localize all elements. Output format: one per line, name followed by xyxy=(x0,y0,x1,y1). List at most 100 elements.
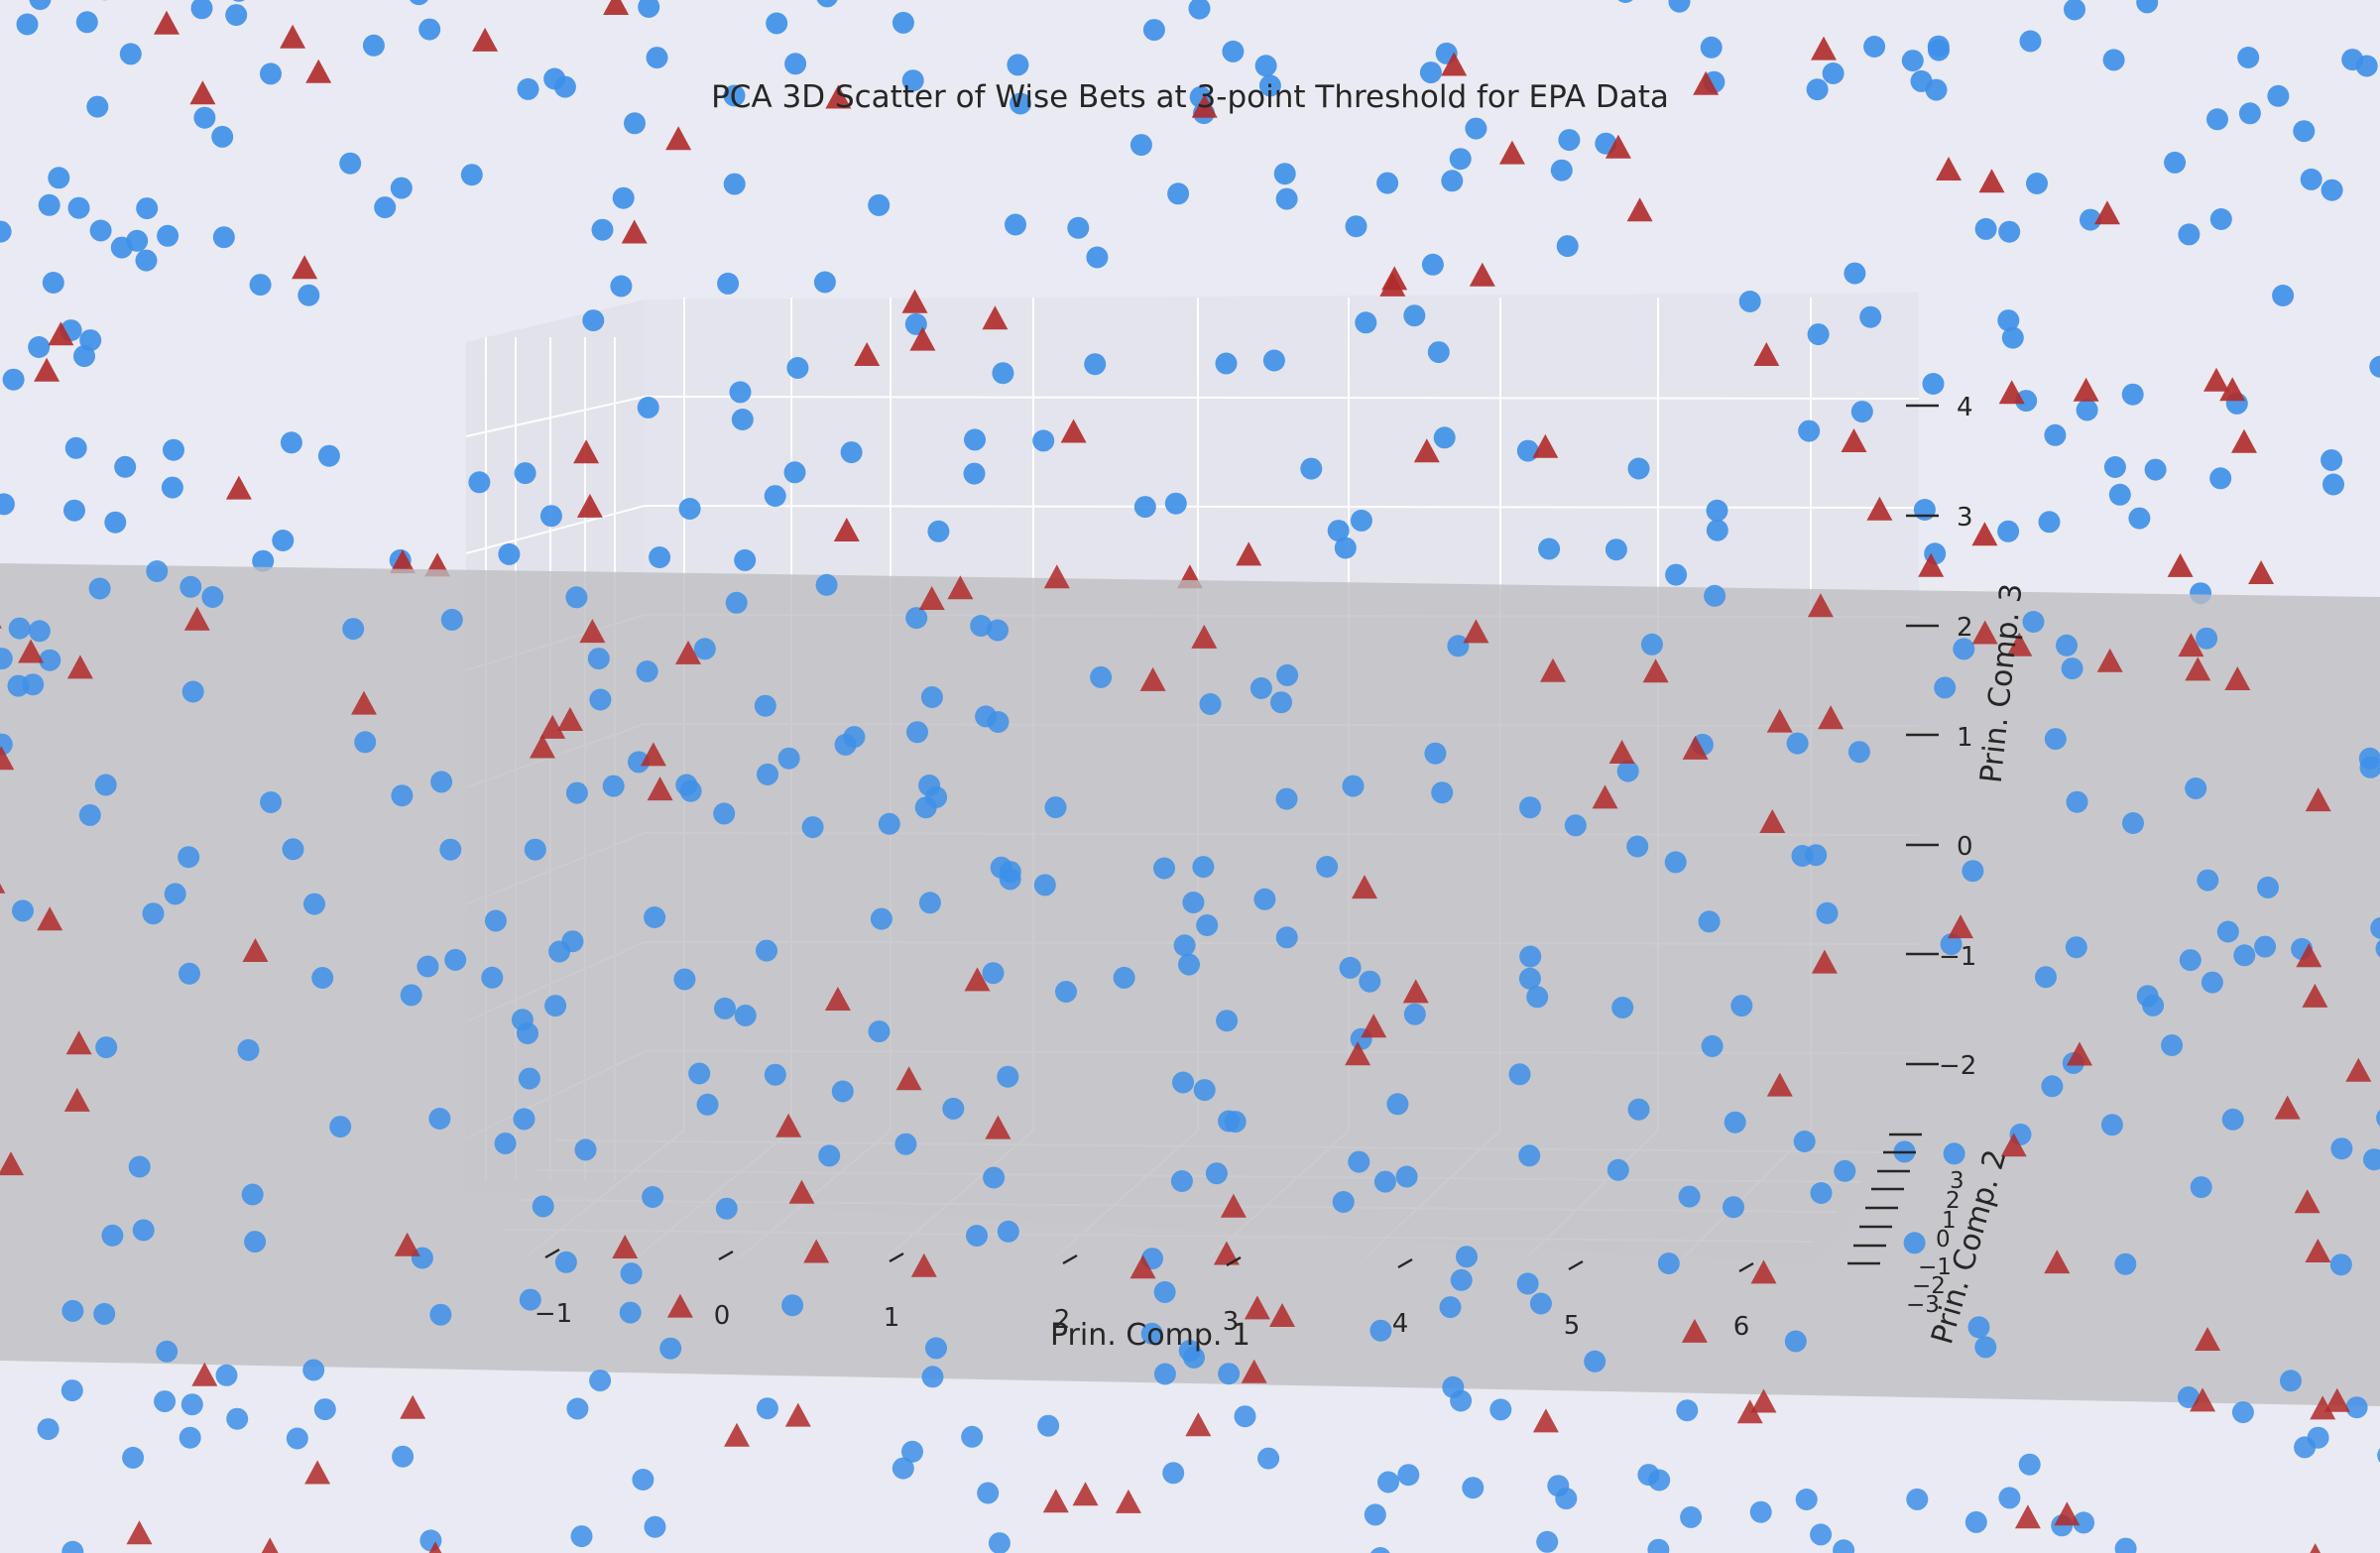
scatter-point-circle xyxy=(1465,117,1488,140)
scatter-point-circle xyxy=(587,648,610,670)
scatter-point-circle xyxy=(2237,47,2260,68)
scatter-point-triangle xyxy=(985,1115,1012,1139)
x-tick-mark xyxy=(1226,1255,1242,1267)
scatter-point-triangle xyxy=(65,1030,92,1055)
scatter-point-circle xyxy=(2178,223,2201,246)
scatter-point-circle xyxy=(1833,1539,1855,1553)
scatter-point-triangle xyxy=(1072,1482,1099,1506)
scatter-point-circle xyxy=(1584,1350,1606,1373)
scatter-point-circle xyxy=(1723,1196,1744,1219)
scatter-point-triangle xyxy=(1818,705,1844,730)
scatter-point-circle xyxy=(1627,1098,1650,1121)
grid-line xyxy=(644,396,1920,400)
scatter-point-triangle xyxy=(1693,70,1720,95)
scatter-point-circle xyxy=(460,164,483,186)
scatter-point-triangle xyxy=(66,655,93,679)
scatter-point-circle xyxy=(1037,1414,1060,1437)
scatter-point-circle xyxy=(2080,208,2101,231)
scatter-point-circle xyxy=(734,1005,757,1026)
scatter-point-circle xyxy=(961,1425,984,1448)
scatter-point-circle xyxy=(1449,148,1472,171)
scatter-point-circle xyxy=(1173,934,1196,957)
scatter-point-circle xyxy=(28,620,51,643)
scatter-point-circle xyxy=(966,1225,988,1247)
scatter-point-triangle xyxy=(2305,1239,2331,1262)
scatter-point-circle xyxy=(990,856,1012,879)
scatter-point-triangle xyxy=(1236,541,1262,566)
scatter-point-circle xyxy=(2221,1108,2244,1131)
scatter-point-circle xyxy=(1749,1500,1772,1523)
x-tick-mark xyxy=(544,1248,560,1259)
scatter-point-circle xyxy=(1275,787,1298,810)
z-tick-label: 3 xyxy=(1957,503,1973,533)
scatter-point-circle xyxy=(818,1144,841,1167)
scatter-point-triangle xyxy=(1469,262,1495,287)
scatter-point-triangle xyxy=(1592,784,1618,809)
scatter-point-circle xyxy=(439,838,462,861)
scatter-point-triangle xyxy=(665,126,692,151)
scatter-point-circle xyxy=(544,995,567,1017)
scatter-point-triangle xyxy=(539,714,566,739)
scatter-point-circle xyxy=(1215,352,1238,375)
scatter-point-triangle xyxy=(640,742,666,767)
scatter-point-triangle xyxy=(261,1537,279,1553)
scatter-point-circle xyxy=(1276,663,1299,686)
scatter-point-circle xyxy=(1369,1319,1392,1342)
scatter-point-circle xyxy=(1934,676,1957,699)
scatter-point-triangle xyxy=(2323,1387,2350,1412)
scatter-point-circle xyxy=(298,284,320,306)
scatter-point-circle xyxy=(1706,519,1728,541)
scatter-point-circle xyxy=(86,95,109,118)
scatter-point-circle xyxy=(1275,187,1298,210)
x-tick-mark xyxy=(889,1252,904,1263)
scatter-point-circle xyxy=(1793,1131,1816,1152)
scatter-point-circle xyxy=(2061,657,2083,680)
scatter-point-circle xyxy=(181,680,204,703)
scatter-point-circle xyxy=(723,84,746,107)
scatter-point-triangle xyxy=(1759,809,1786,833)
scatter-point-circle xyxy=(226,1407,249,1430)
scatter-point-circle xyxy=(48,167,70,189)
scatter-point-circle xyxy=(1547,1475,1570,1497)
scatter-point-triangle xyxy=(895,1066,922,1091)
scatter-point-circle xyxy=(212,226,235,249)
scatter-point-triangle xyxy=(573,439,600,464)
scatter-point-circle xyxy=(178,846,200,869)
scatter-point-triangle xyxy=(854,342,881,366)
scatter-point-circle xyxy=(1342,775,1365,797)
scatter-point-circle xyxy=(1518,967,1541,990)
scatter-point-circle xyxy=(2369,355,2380,378)
scatter-point-circle xyxy=(1844,262,1866,285)
scatter-point-circle xyxy=(843,726,866,749)
scatter-point-circle xyxy=(179,575,202,598)
scatter-point-circle xyxy=(574,1138,597,1161)
scatter-point-triangle xyxy=(1682,735,1709,760)
scatter-point-circle xyxy=(892,1457,914,1480)
scatter-point-circle xyxy=(997,1220,1019,1243)
scatter-point-circle xyxy=(1626,835,1649,858)
scatter-point-triangle xyxy=(910,1253,937,1277)
scatter-point-circle xyxy=(1153,1280,1176,1303)
scatter-point-circle xyxy=(119,43,142,65)
scatter-point-circle xyxy=(786,357,809,379)
scatter-point-circle xyxy=(1967,1316,1990,1339)
scatter-point-circle xyxy=(2376,1109,2380,1127)
scatter-point-circle xyxy=(925,1337,947,1360)
scatter-point-circle xyxy=(42,272,64,294)
scatter-point-circle xyxy=(1403,1003,1426,1025)
z-tick-label: −1 xyxy=(1939,942,1976,972)
scatter-point-circle xyxy=(1183,1346,1205,1369)
scatter-point-circle xyxy=(756,939,777,962)
scatter-point-circle xyxy=(1364,1503,1386,1526)
scatter-point-circle xyxy=(178,962,200,985)
scatter-point-circle xyxy=(925,785,948,808)
scatter-point-circle xyxy=(2341,49,2364,71)
z-tick-label: 0 xyxy=(1957,832,1973,862)
scatter-point-circle xyxy=(2041,1075,2064,1098)
scatter-point-triangle xyxy=(1413,438,1440,463)
scatter-point-circle xyxy=(1627,457,1650,480)
scatter-point-circle xyxy=(734,548,757,571)
scatter-point-circle xyxy=(190,0,213,20)
scatter-point-circle xyxy=(61,1299,84,1322)
scatter-point-circle xyxy=(1007,54,1029,76)
